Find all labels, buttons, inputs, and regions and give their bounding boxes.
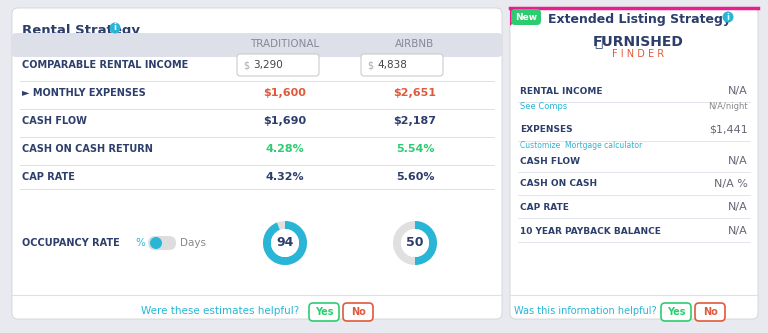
Text: $: $ bbox=[367, 60, 373, 70]
Text: 94: 94 bbox=[276, 236, 293, 249]
Text: CASH ON CASH RETURN: CASH ON CASH RETURN bbox=[22, 144, 153, 154]
Text: CASH ON CASH: CASH ON CASH bbox=[520, 179, 598, 188]
Text: Rental Strategy: Rental Strategy bbox=[22, 24, 140, 37]
Text: Was this information helpful?: Was this information helpful? bbox=[514, 306, 657, 316]
Text: %: % bbox=[135, 238, 145, 248]
Polygon shape bbox=[510, 8, 528, 26]
Circle shape bbox=[110, 23, 121, 34]
Text: No: No bbox=[351, 307, 366, 317]
Text: ► MONTHLY EXPENSES: ► MONTHLY EXPENSES bbox=[22, 88, 146, 98]
FancyBboxPatch shape bbox=[511, 9, 541, 25]
Wedge shape bbox=[415, 221, 437, 265]
Text: Extended Listing Strategy: Extended Listing Strategy bbox=[548, 13, 731, 26]
Text: N/A: N/A bbox=[728, 226, 748, 236]
Text: ⛯: ⛯ bbox=[594, 35, 602, 49]
Text: 5.54%: 5.54% bbox=[396, 144, 434, 154]
Text: Yes: Yes bbox=[667, 307, 685, 317]
Circle shape bbox=[723, 12, 733, 23]
FancyBboxPatch shape bbox=[237, 54, 319, 76]
Text: Yes: Yes bbox=[315, 307, 333, 317]
Circle shape bbox=[401, 229, 429, 257]
Text: N/A: N/A bbox=[728, 156, 748, 166]
Text: COMPARABLE RENTAL INCOME: COMPARABLE RENTAL INCOME bbox=[22, 60, 188, 70]
Text: 50: 50 bbox=[406, 236, 424, 249]
Text: Days: Days bbox=[180, 238, 206, 248]
Circle shape bbox=[271, 229, 299, 257]
Text: See Comps: See Comps bbox=[520, 102, 568, 111]
Text: CAP RATE: CAP RATE bbox=[22, 172, 74, 182]
Text: RENTAL INCOME: RENTAL INCOME bbox=[520, 87, 603, 96]
Text: N/A: N/A bbox=[728, 202, 748, 212]
FancyBboxPatch shape bbox=[309, 303, 339, 321]
Text: N/A/night: N/A/night bbox=[708, 102, 748, 111]
Text: AIRBNB: AIRBNB bbox=[396, 39, 435, 49]
FancyBboxPatch shape bbox=[361, 54, 443, 76]
Text: $2,651: $2,651 bbox=[393, 88, 436, 98]
Text: Customize  Mortgage calculator: Customize Mortgage calculator bbox=[520, 141, 642, 150]
Text: 10 YEAR PAYBACK BALANCE: 10 YEAR PAYBACK BALANCE bbox=[520, 226, 661, 235]
FancyBboxPatch shape bbox=[695, 303, 725, 321]
FancyBboxPatch shape bbox=[510, 8, 758, 319]
Text: $: $ bbox=[243, 60, 249, 70]
Text: N/A: N/A bbox=[728, 86, 748, 96]
Text: CAP RATE: CAP RATE bbox=[520, 202, 569, 211]
Text: i: i bbox=[114, 24, 117, 33]
Wedge shape bbox=[263, 221, 307, 265]
Text: OCCUPANCY RATE: OCCUPANCY RATE bbox=[22, 238, 120, 248]
Text: $1,441: $1,441 bbox=[710, 125, 748, 135]
Text: 5.60%: 5.60% bbox=[396, 172, 434, 182]
FancyBboxPatch shape bbox=[343, 303, 373, 321]
Circle shape bbox=[150, 237, 162, 249]
FancyBboxPatch shape bbox=[12, 33, 502, 57]
Text: 3,290: 3,290 bbox=[253, 60, 283, 70]
FancyBboxPatch shape bbox=[148, 236, 176, 250]
Text: F I N D E R: F I N D E R bbox=[612, 49, 664, 59]
Text: CASH FLOW: CASH FLOW bbox=[22, 116, 87, 126]
Text: N/A %: N/A % bbox=[714, 179, 748, 189]
Text: No: No bbox=[703, 307, 717, 317]
FancyBboxPatch shape bbox=[661, 303, 691, 321]
Text: FURNISHED: FURNISHED bbox=[593, 35, 684, 49]
Text: TRADITIONAL: TRADITIONAL bbox=[250, 39, 319, 49]
Text: Were these estimates helpful?: Were these estimates helpful? bbox=[141, 306, 299, 316]
Text: 4.28%: 4.28% bbox=[266, 144, 304, 154]
FancyBboxPatch shape bbox=[12, 8, 502, 319]
Text: EXPENSES: EXPENSES bbox=[520, 126, 573, 135]
Text: New: New bbox=[515, 13, 537, 22]
Text: $1,690: $1,690 bbox=[263, 116, 306, 126]
Text: CASH FLOW: CASH FLOW bbox=[520, 157, 580, 166]
Wedge shape bbox=[263, 221, 307, 265]
Text: 4.32%: 4.32% bbox=[266, 172, 304, 182]
Text: i: i bbox=[727, 13, 730, 22]
Text: $2,187: $2,187 bbox=[393, 116, 436, 126]
Wedge shape bbox=[393, 221, 437, 265]
Text: $1,600: $1,600 bbox=[263, 88, 306, 98]
Text: 4,838: 4,838 bbox=[377, 60, 407, 70]
